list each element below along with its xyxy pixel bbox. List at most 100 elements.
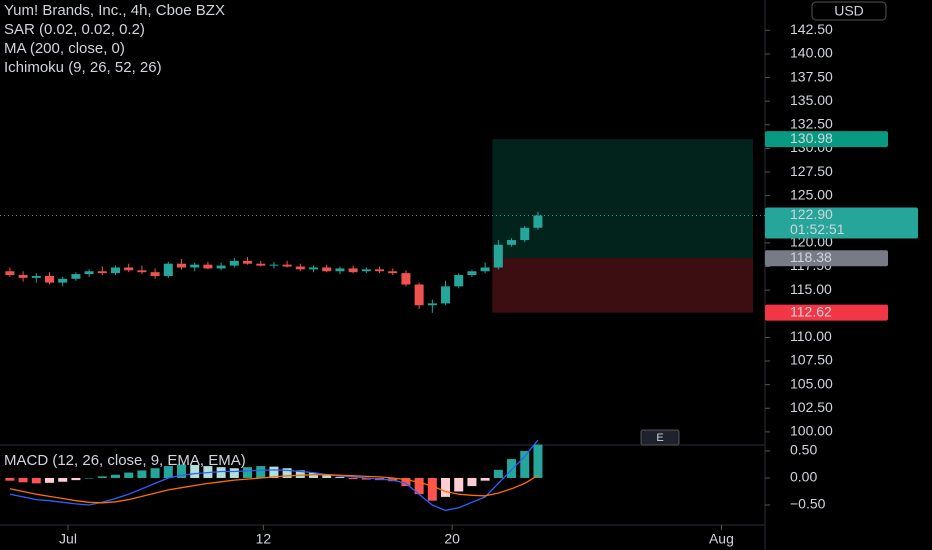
macd-bar (520, 450, 530, 478)
candle-body (5, 271, 15, 276)
x-tick-label: 12 (256, 531, 272, 547)
x-tick-label: Aug (709, 531, 734, 547)
macd-bar (229, 468, 239, 478)
candle-body (45, 275, 55, 283)
price-label: 130.98 (790, 130, 833, 146)
macd-bar (124, 472, 134, 478)
candle-body (97, 271, 107, 274)
currency-button[interactable] (811, 1, 887, 21)
indicator-label: MA (200, close, 0) (4, 40, 125, 57)
macd-bar (190, 465, 200, 478)
indicator-label: SAR (0.02, 0.02, 0.2) (4, 21, 145, 38)
candle-body (375, 269, 385, 272)
candle-body (493, 244, 503, 268)
macd-bar (256, 466, 266, 478)
candle-body (190, 264, 200, 268)
price-label-box (765, 131, 888, 148)
candle-body (335, 268, 345, 272)
candle-body (454, 275, 464, 287)
price-label: 122.90 (790, 206, 833, 222)
y-tick-label: −0.50 (790, 496, 826, 512)
events-button[interactable] (640, 429, 680, 446)
y-tick-label: 102.50 (790, 399, 833, 415)
macd-bar (45, 477, 55, 483)
candle-body (18, 275, 28, 278)
candle-body (441, 286, 451, 304)
loss-zone (492, 258, 753, 313)
candle-body (401, 273, 411, 285)
macd-bar (97, 476, 107, 478)
macd-bar (177, 464, 187, 478)
macd-bar (533, 444, 543, 478)
macd-bar (467, 477, 477, 487)
y-tick-label: 140.00 (790, 45, 833, 61)
macd-bar (243, 467, 253, 478)
price-label-box (765, 304, 888, 321)
candle-body (71, 274, 81, 279)
candle-body (467, 271, 477, 276)
candle-body (229, 260, 239, 266)
y-tick-label: 127.50 (790, 163, 833, 179)
y-tick-label: 135.00 (790, 92, 833, 108)
candle-body (507, 240, 517, 245)
price-label: 112.62 (790, 303, 832, 319)
macd-line (9, 474, 539, 504)
macd-bar (150, 468, 160, 478)
currency-label[interactable]: USD (834, 3, 864, 19)
price-label: 118.38 (790, 249, 832, 265)
candle-body (137, 270, 147, 273)
macd-bar (335, 476, 345, 478)
macd-bar (163, 466, 173, 478)
macd-bar (507, 459, 517, 478)
candle-body (282, 264, 292, 267)
candle-body (256, 263, 266, 266)
price-label-box (765, 250, 888, 267)
macd-bar (414, 477, 424, 495)
macd-bar (348, 477, 358, 480)
macd-bar (216, 467, 226, 478)
macd-bar (295, 470, 305, 478)
y-tick-label: 110.00 (790, 328, 832, 344)
price-label-box (765, 207, 918, 239)
y-tick-label: 132.50 (790, 116, 833, 132)
candle-body (31, 275, 41, 278)
macd-bar (322, 475, 332, 478)
candle-body (322, 267, 332, 272)
candle-body (111, 267, 121, 274)
y-tick-label: 125.00 (790, 186, 833, 202)
macd-bar (31, 477, 41, 484)
events-icon[interactable]: E (656, 432, 663, 444)
y-tick-label: 142.50 (790, 21, 833, 37)
y-tick-label: 0.00 (790, 469, 817, 485)
macd-bar (84, 477, 94, 479)
candle-body (150, 272, 160, 276)
candle-body (533, 215, 543, 228)
macd-bar (493, 469, 503, 478)
macd-bar (111, 474, 121, 478)
macd-bar (401, 477, 411, 487)
y-tick-label: 105.00 (790, 375, 833, 391)
macd-title: MACD (12, 26, close, 9, EMA, EMA) (4, 452, 246, 469)
macd-bar (269, 466, 279, 478)
profit-zone (492, 139, 753, 259)
chart-title: Yum! Brands, Inc., 4h, Cboe BZX (4, 2, 225, 19)
candle-body (520, 227, 530, 241)
macd-bar (361, 477, 371, 480)
y-tick-label: 100.00 (790, 423, 833, 439)
y-tick-label: 115.00 (790, 281, 832, 297)
macd-bar (58, 477, 68, 482)
candle-body (361, 269, 371, 272)
candle-body (216, 265, 226, 269)
macd-bar (5, 477, 15, 481)
y-tick-label: 0.50 (790, 442, 817, 458)
candle-body (84, 271, 94, 275)
macd-bar (71, 477, 81, 481)
candle-body (388, 271, 398, 274)
macd-bar (427, 477, 437, 501)
candle-body (295, 266, 305, 270)
macd-bar (282, 468, 292, 478)
macd-bar (454, 477, 464, 492)
candle-body (348, 268, 358, 273)
candle-body (163, 263, 173, 276)
